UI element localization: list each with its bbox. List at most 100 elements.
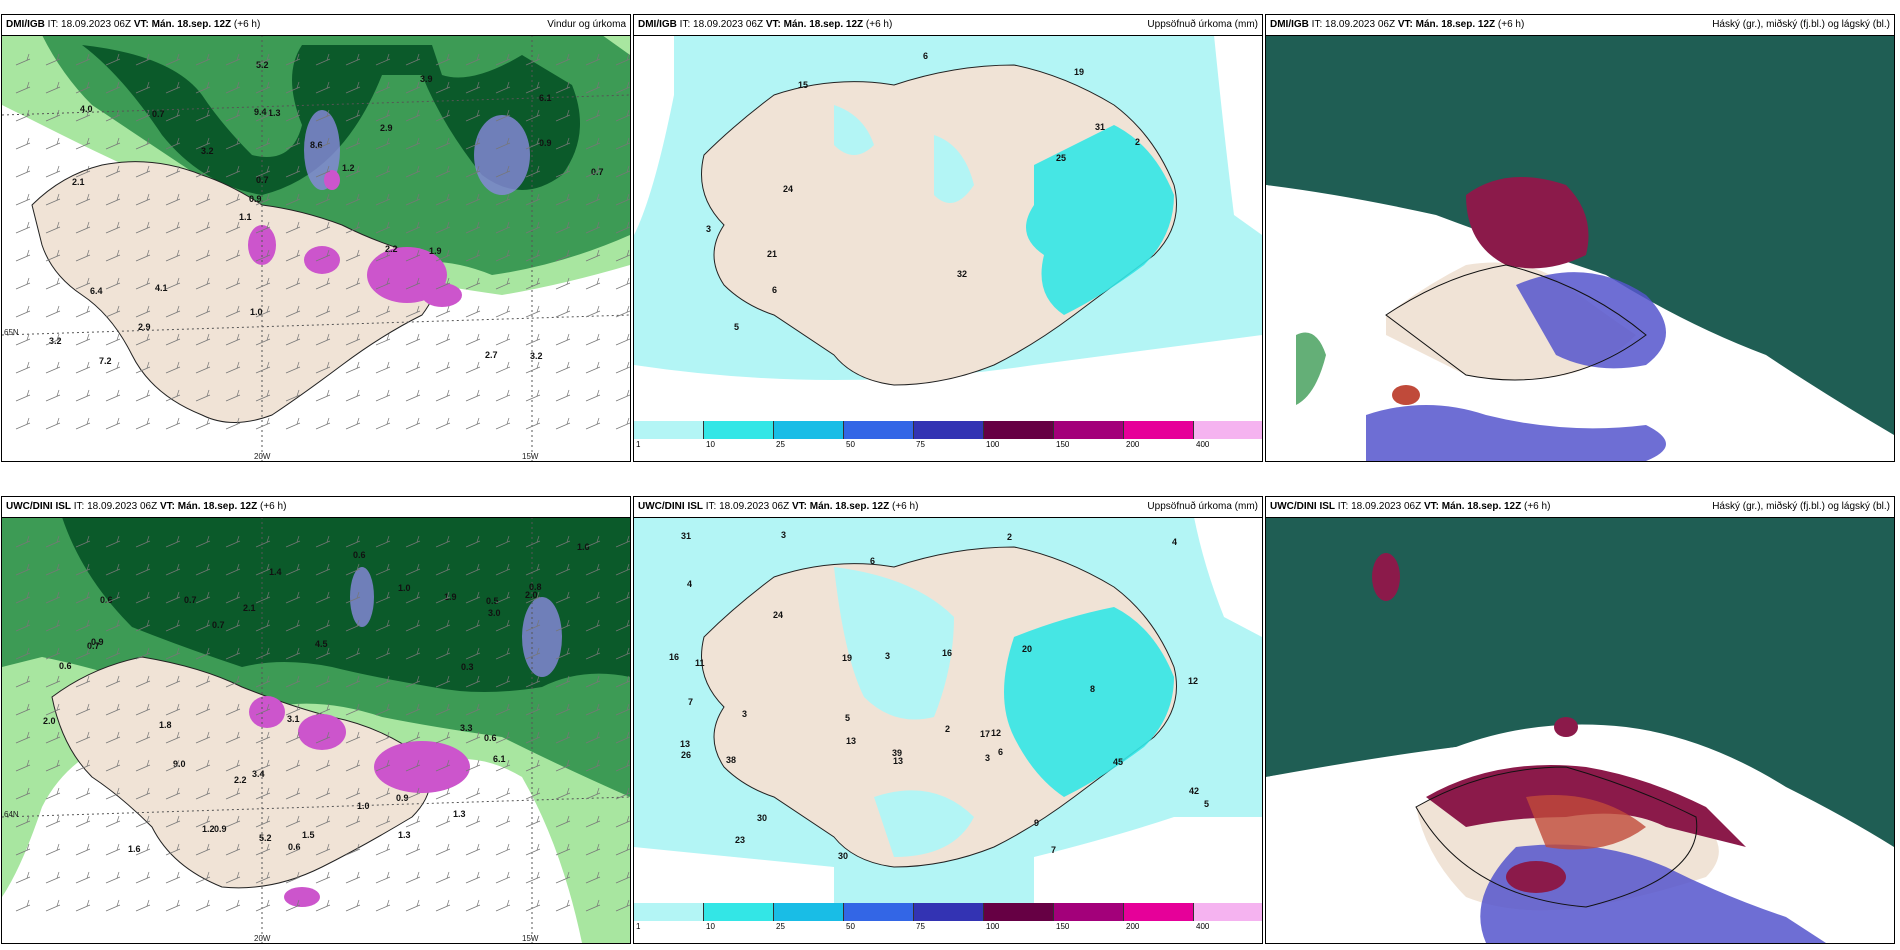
wind-barb (525, 535, 541, 548)
wind-barb (555, 815, 571, 828)
wind-barb (45, 703, 61, 716)
value-labels-p4: 2.2 3.4 0.6 1.6 1.4 1.2 1.6 0.8 1.0 0.7 0.6 1.9 2.0 3… (43, 542, 590, 854)
wind-barb (15, 221, 31, 234)
value-labels-p1: 3.22.16.11.12.97.29.48.66.43.23.22.91.31… (49, 60, 604, 366)
wind-barb (405, 815, 421, 828)
value-label: 9 (1034, 818, 1039, 828)
wind-barb (315, 675, 331, 688)
wind-barb (285, 703, 301, 716)
wind-barb (495, 249, 511, 262)
value-label: 24 (783, 184, 793, 194)
wind-barb (375, 389, 391, 402)
wind-barb (165, 535, 181, 548)
wind-barb (315, 417, 331, 430)
wind-barb (375, 361, 391, 374)
lead-time: (+6 h) (233, 19, 261, 30)
wind-barb (375, 871, 391, 884)
value-label: 0.7 (212, 620, 225, 630)
wind-barbs (15, 53, 630, 430)
wind-barb (135, 871, 151, 884)
wind-barb (165, 647, 181, 660)
wind-barb (45, 787, 61, 800)
wind-barb (75, 535, 91, 548)
value-label: 3 (781, 530, 786, 540)
wind-barb (615, 759, 630, 772)
wind-barb (315, 333, 331, 346)
wind-barb (285, 759, 301, 772)
wind-barb (465, 137, 481, 150)
value-label: 2.9 (138, 322, 151, 332)
wind-barb (255, 591, 271, 604)
wind-barb (375, 81, 391, 94)
wind-barb (615, 535, 630, 548)
wind-barb (135, 249, 151, 262)
valid-time: Mán. 18.sep. 12Z (783, 19, 864, 30)
wind-barb (45, 619, 61, 632)
wind-barb (405, 109, 421, 122)
wind-barb (405, 249, 421, 262)
wind-barb (135, 787, 151, 800)
wind-barb (75, 165, 91, 178)
value-label: 1.9 (429, 246, 442, 256)
wind-barb (165, 221, 181, 234)
colorbar-tick: 200 (1126, 440, 1140, 449)
wind-barb (435, 591, 451, 604)
wind-barb (525, 591, 541, 604)
wind-barb (165, 759, 181, 772)
wind-barb (105, 81, 121, 94)
wind-barb (615, 249, 630, 262)
value-label: 1.0 (398, 583, 411, 593)
wind-barb (375, 305, 391, 318)
wind-barb (465, 591, 481, 604)
wind-barb (375, 591, 391, 604)
wind-barb (465, 221, 481, 234)
wind-barb (345, 647, 361, 660)
wind-barb (525, 787, 541, 800)
wind-barb (45, 305, 61, 318)
init-time: IT: 18.09.2023 06Z (1337, 501, 1422, 512)
init-time: IT: 18.09.2023 06Z (705, 501, 790, 512)
wind-barb (225, 787, 241, 800)
wind-barb (135, 815, 151, 828)
colorbar-tick: 200 (1126, 922, 1140, 931)
wind-barb (525, 619, 541, 632)
wind-barb (75, 277, 91, 290)
wind-barb (45, 591, 61, 604)
wind-barb (105, 787, 121, 800)
wind-barb (315, 109, 331, 122)
wind-barb (105, 731, 121, 744)
wind-barb (105, 815, 121, 828)
colorbar-swatch (774, 421, 844, 439)
wind-barb (555, 563, 571, 576)
wind-barb (405, 277, 421, 290)
wind-barb (585, 647, 601, 660)
wind-barb (345, 675, 361, 688)
panel-uwc-wind: UWC/DINI ISL IT: 18.09.2023 06Z VT: Mán.… (1, 496, 631, 944)
wind-barb (255, 731, 271, 744)
wind-barb (45, 249, 61, 262)
wind-barb (15, 249, 31, 262)
wind-barb (525, 53, 541, 66)
wind-barb (405, 563, 421, 576)
wind-barb (375, 221, 391, 234)
wind-barb (45, 563, 61, 576)
value-label: 13 (680, 739, 690, 749)
wind-barb (165, 389, 181, 402)
wind-barb (285, 815, 301, 828)
wind-barb (495, 731, 511, 744)
wind-barb (615, 53, 630, 66)
wind-barb (345, 703, 361, 716)
value-label: 4 (687, 579, 692, 589)
wind-barb (45, 535, 61, 548)
wind-barb (165, 619, 181, 632)
wind-barb (435, 193, 451, 206)
value-label: 39 (892, 748, 902, 758)
wind-barb (285, 647, 301, 660)
wind-barb (15, 165, 31, 178)
wind-barb (225, 361, 241, 374)
value-label: 8 (1090, 684, 1095, 694)
valid-time-label: VT: (765, 19, 781, 30)
wind-barb (135, 647, 151, 660)
wind-barb (195, 871, 211, 884)
valid-time: Mán. 18.sep. 12Z (1415, 19, 1496, 30)
